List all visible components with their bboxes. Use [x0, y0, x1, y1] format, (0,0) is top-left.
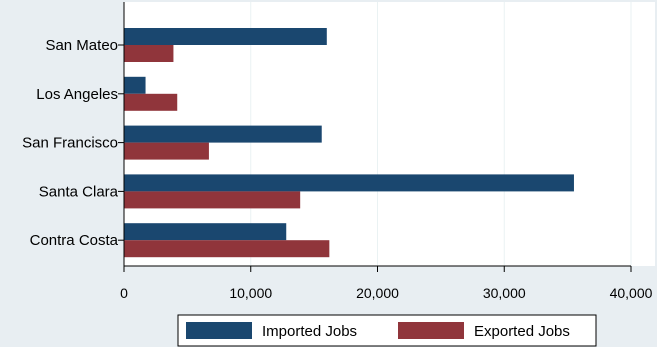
bar-exported	[124, 45, 174, 62]
x-axis-ticks: 0 10,000 20,000 30,000 40,000	[120, 266, 653, 301]
bar-exported	[124, 240, 330, 258]
bar-imported	[124, 28, 327, 45]
grid-lines	[250, 2, 632, 266]
bar-exported	[124, 93, 178, 111]
category-label: San Francisco	[22, 135, 118, 152]
category-label: Los Angeles	[36, 86, 118, 103]
legend-label-imported: Imported Jobs	[262, 323, 357, 340]
legend-swatch-imported	[186, 322, 252, 339]
category-label: Contra Costa	[30, 232, 119, 249]
x-tick-label: 10,000	[229, 285, 272, 301]
bar-exported	[124, 142, 209, 160]
x-tick-label: 30,000	[483, 285, 526, 301]
bars	[124, 28, 574, 258]
bar-imported	[124, 125, 322, 143]
legend: Imported Jobs Exported Jobs	[177, 314, 597, 347]
x-tick-label: 40,000	[610, 285, 653, 301]
legend-swatch-exported	[398, 322, 464, 339]
bar-exported	[124, 191, 301, 209]
category-label: Santa Clara	[39, 183, 119, 200]
x-tick-label: 0	[120, 285, 128, 301]
bar-imported	[124, 174, 574, 192]
category-labels: San Mateo Los Angeles San Francisco Santa C…	[22, 37, 124, 249]
category-label: San Mateo	[45, 37, 118, 54]
x-tick-label: 20,000	[356, 285, 399, 301]
bar-imported	[124, 76, 146, 94]
legend-label-exported: Exported Jobs	[474, 323, 570, 340]
bar-imported	[124, 223, 287, 241]
